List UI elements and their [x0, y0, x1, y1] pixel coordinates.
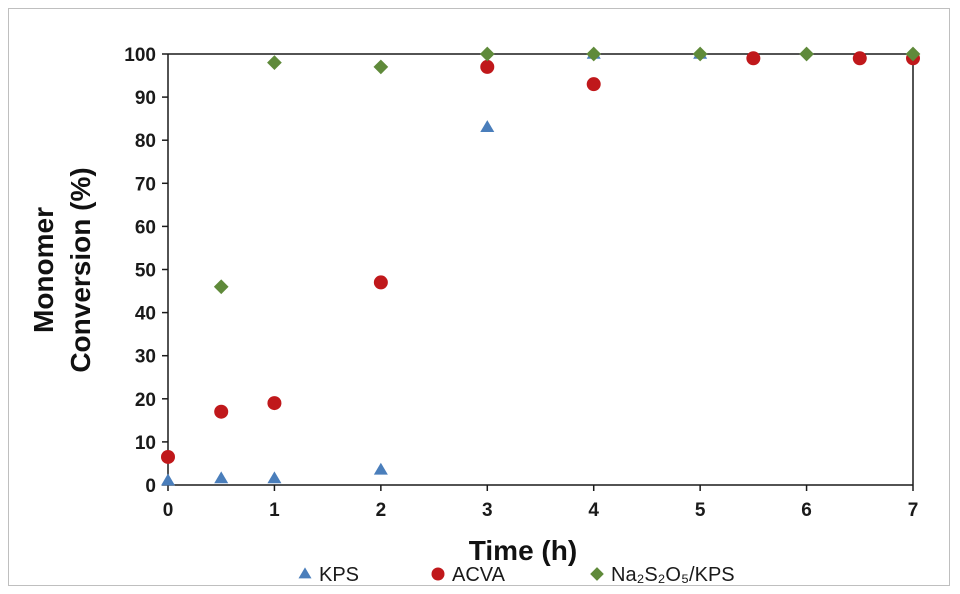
- diamond-data-point: [267, 55, 282, 70]
- legend-circle-icon: [431, 567, 445, 581]
- diamond-data-point: [692, 46, 708, 62]
- triangle-data-point: [480, 120, 495, 133]
- x-tick-label: 6: [801, 500, 812, 521]
- y-tick-label: 70: [135, 174, 156, 195]
- x-tick-label: 0: [163, 500, 174, 521]
- axes: 0 10 20 30 40 50 60 70 80 90 100 0 1 2 3 4 5 6 7: [124, 45, 918, 521]
- circle-data-point: [373, 275, 388, 290]
- diamond-data-point: [799, 46, 814, 62]
- diamond-data-point: [479, 46, 495, 62]
- legend-triangle-icon: [298, 567, 312, 579]
- y-tick-label: 80: [135, 131, 156, 152]
- y-tick-label: 100: [124, 45, 156, 66]
- diamond-data-point: [373, 59, 389, 75]
- y-tick-label: 30: [135, 347, 156, 368]
- series-kps: [161, 46, 708, 486]
- circle-data-point: [214, 404, 229, 419]
- legend-diamond-icon: [590, 567, 604, 581]
- y-axis-title-line-1: Monomer: [28, 207, 59, 333]
- legend-entry-label: Na₂S₂O₅/KPS: [611, 564, 735, 586]
- legend-entry-label: ACVA: [452, 564, 506, 586]
- x-axis-title: Time (h): [469, 535, 577, 566]
- diamond-data-point: [586, 46, 602, 62]
- circle-data-point: [267, 396, 282, 411]
- circle-data-point: [586, 77, 601, 92]
- legend: KPS ACVA Na₂S₂O₅/KPS: [298, 564, 735, 586]
- circle-data-point: [852, 51, 867, 66]
- series-na-s-o-kps: [213, 46, 921, 295]
- x-tick-label: 2: [376, 500, 387, 521]
- circle-data-point: [161, 449, 175, 464]
- y-tick-label: 10: [135, 433, 156, 454]
- x-tick-label: 3: [482, 500, 493, 521]
- triangle-data-point: [161, 473, 175, 486]
- diamond-data-point: [213, 279, 229, 295]
- y-tick-label: 40: [135, 304, 156, 325]
- x-tick-label: 4: [588, 500, 599, 521]
- triangle-data-point: [267, 471, 282, 484]
- chart-frame: [8, 8, 950, 586]
- x-tick-label: 1: [269, 500, 280, 521]
- legend-entry-label: KPS: [319, 564, 359, 586]
- y-tick-label: 20: [135, 390, 156, 411]
- circle-data-point: [480, 59, 495, 74]
- x-tick-label: 7: [908, 500, 919, 521]
- x-tick-label: 5: [695, 500, 706, 521]
- y-axis-title-line-2: Conversion (%): [65, 167, 96, 372]
- series-acva: [161, 51, 920, 464]
- triangle-data-point: [373, 462, 388, 475]
- y-tick-label: 90: [135, 88, 156, 109]
- data-marks: [161, 46, 921, 486]
- y-tick-label: 60: [135, 217, 156, 238]
- y-tick-label: 0: [145, 476, 156, 497]
- diamond-data-point: [905, 46, 921, 62]
- circle-data-point: [746, 51, 761, 66]
- triangle-data-point: [214, 471, 229, 484]
- y-tick-label: 50: [135, 261, 156, 282]
